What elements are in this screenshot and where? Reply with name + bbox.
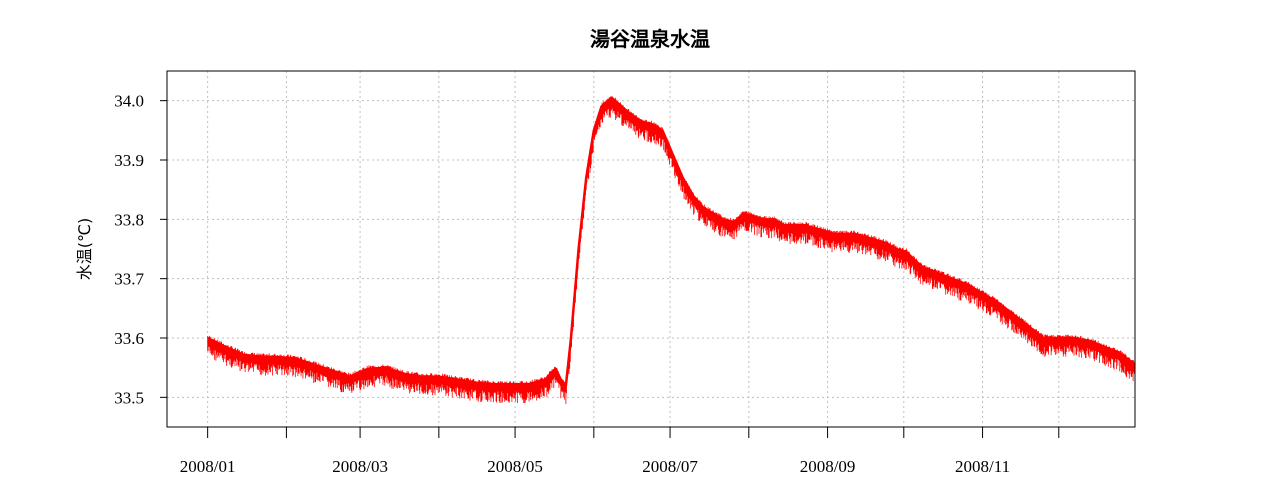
y-tick-label: 33.7 [114, 270, 144, 289]
y-axis: 33.5 33.6 33.7 33.8 33.9 34.0 [114, 92, 167, 407]
x-tick-label: 2008/05 [487, 457, 543, 476]
chart-title: 湯谷温泉水温 [590, 27, 710, 51]
y-tick-label: 33.6 [114, 329, 144, 348]
series-daily-range [207, 96, 1136, 405]
y-tick-label: 33.9 [114, 151, 144, 170]
series-layer [207, 96, 1136, 405]
x-tick-label: 2008/09 [800, 457, 856, 476]
x-tick-label: 2008/01 [180, 457, 236, 476]
x-tick-label: 2008/07 [642, 457, 698, 476]
plot-frame [166, 70, 1136, 428]
x-tick-label: 2008/11 [955, 457, 1010, 476]
x-tick-label: 2008/03 [332, 457, 388, 476]
y-tick-label: 33.8 [114, 210, 144, 229]
series-line [207, 96, 1136, 387]
y-tick-label: 33.5 [114, 388, 144, 407]
y-tick-label: 34.0 [114, 92, 144, 111]
y-axis-label: 水温(℃) [75, 218, 94, 280]
x-axis: 2008/01 2008/03 2008/05 2008/07 2008/09 2008/… [180, 427, 1060, 476]
